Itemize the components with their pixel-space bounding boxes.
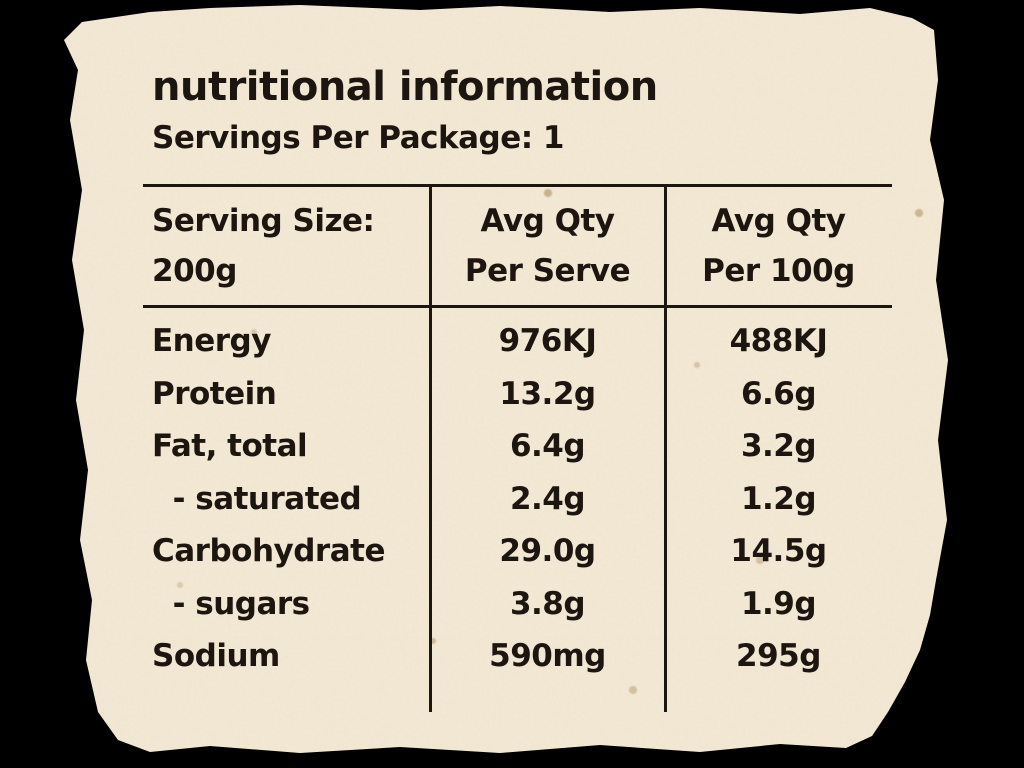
value-per-100g: 1.2g (740, 480, 817, 517)
value-per-100g: 3.2g (740, 428, 817, 465)
table-row-fat-total: Fat, total 6.4g 3.2g (143, 420, 892, 473)
header-per-100g-line2: Per 100g (702, 253, 855, 289)
value-per-serve: 3.8g (509, 585, 586, 622)
table-row-sugars: - sugars 3.8g 1.9g (143, 578, 892, 631)
table-row-energy: Energy 976KJ 488KJ (143, 315, 892, 368)
nutrient-label: - sugars (152, 585, 311, 622)
nutrient-label: Sodium (152, 638, 280, 675)
table-row-protein: Protein 13.2g 6.6g (143, 368, 892, 421)
header-avg-qty-per-100g: Avg Qty Per 100g (665, 189, 892, 303)
table-body: Energy 976KJ 488KJ Protein 13.2g 6.6g Fa… (143, 308, 892, 683)
header-serving-size-line2: 200g (152, 253, 237, 289)
table-column-divider-1 (429, 184, 432, 712)
value-per-serve: 29.0g (499, 533, 596, 570)
value-per-100g: 6.6g (740, 375, 817, 412)
nutrient-label: Carbohydrate (152, 533, 385, 570)
header-per-serve-line2: Per Serve (464, 253, 631, 289)
nutrient-label: Energy (152, 323, 271, 360)
header-per-serve-line1: Avg Qty (480, 203, 615, 239)
table-header-rule (143, 305, 892, 308)
value-per-serve: 976KJ (498, 323, 597, 360)
header-serving-size: Serving Size: 200g (143, 189, 430, 303)
table-row-carbohydrate: Carbohydrate 29.0g 14.5g (143, 525, 892, 578)
table-column-divider-2 (664, 184, 667, 712)
servings-per-package-line: Servings Per Package: 1 (152, 120, 565, 156)
value-per-serve: 6.4g (509, 428, 586, 465)
value-per-serve: 590mg (489, 638, 606, 675)
value-per-100g: 1.9g (740, 585, 817, 622)
header-avg-qty-per-serve: Avg Qty Per Serve (430, 189, 665, 303)
table-top-rule (143, 184, 892, 187)
table-header: Serving Size: 200g Avg Qty Per Serve Avg… (143, 189, 892, 303)
header-serving-size-line1: Serving Size: (152, 203, 375, 239)
value-per-100g: 14.5g (730, 533, 827, 570)
value-per-100g: 488KJ (729, 323, 828, 360)
header-per-100g-line1: Avg Qty (711, 203, 846, 239)
nutrient-label: Protein (152, 375, 277, 412)
value-per-serve: 2.4g (509, 480, 586, 517)
value-per-100g: 295g (736, 638, 821, 675)
nutrient-label: Fat, total (152, 428, 308, 465)
value-per-serve: 13.2g (499, 375, 596, 412)
nutrient-label: - saturated (152, 480, 362, 517)
table-row-sodium: Sodium 590mg 295g (143, 630, 892, 683)
table-row-fat-saturated: - saturated 2.4g 1.2g (143, 473, 892, 526)
label-title: nutritional information (152, 64, 658, 110)
